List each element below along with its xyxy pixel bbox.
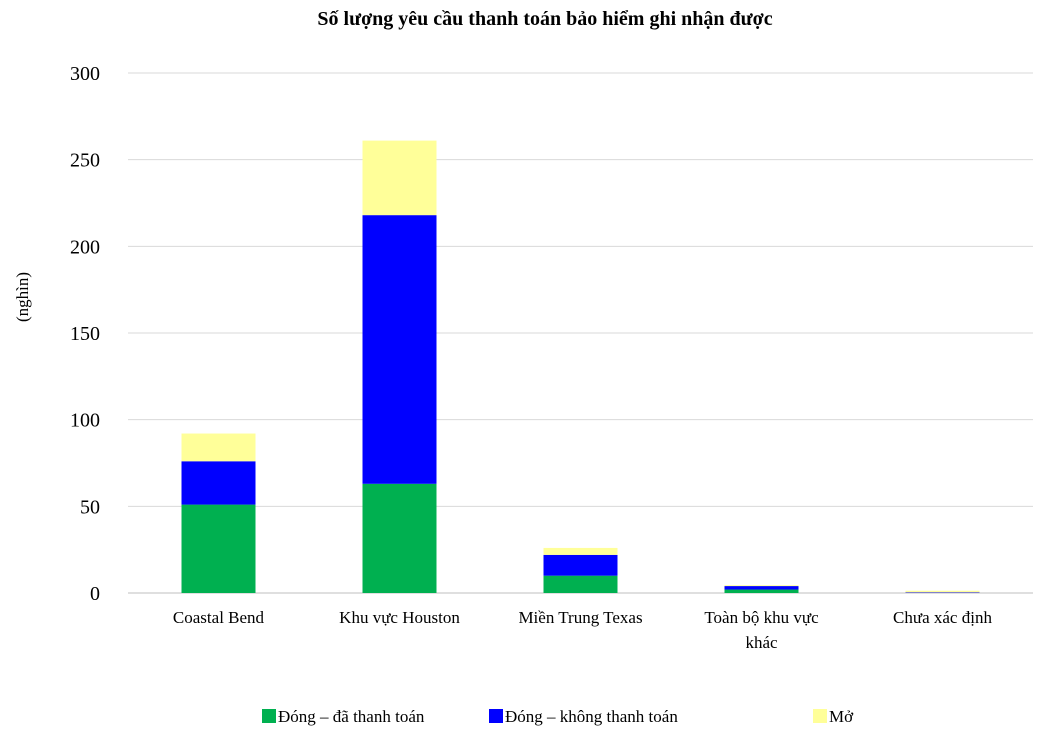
bars — [181, 140, 980, 593]
y-axis-ticks: 0 50 100 150 200 250 300 — [70, 63, 100, 605]
bar-segment — [362, 483, 437, 593]
legend-label-1: Đóng – không thanh toán — [505, 707, 678, 726]
y-tick-label: 200 — [70, 236, 100, 258]
bar-segment — [543, 547, 618, 555]
legend-swatch-0 — [262, 709, 276, 723]
y-axis-label: (nghìn) — [13, 272, 32, 322]
y-tick-label: 50 — [80, 496, 100, 518]
x-axis-ticks: Coastal Bend Khu vực Houston Miền Trung Te… — [173, 608, 993, 652]
chart-plot: 0 50 100 150 200 250 300 Coastal Bend Khu vực H… — [13, 63, 1033, 652]
chart-title: Số lượng yêu cầu thanh toán bảo hiểm ghi… — [317, 8, 773, 30]
y-tick-label: 150 — [70, 323, 100, 345]
x-tick-label: Coastal Bend — [173, 608, 265, 627]
bar-segment — [362, 140, 437, 216]
legend-swatch-2 — [813, 709, 827, 723]
y-tick-label: 250 — [70, 150, 100, 172]
x-tick-label: Toàn bộ khu vực khác — [704, 608, 819, 652]
bar-segment — [543, 575, 618, 593]
bar-segment — [543, 554, 618, 576]
y-tick-label: 300 — [70, 63, 100, 85]
legend-item-2: Mở — [813, 707, 853, 727]
x-tick-label: Miền Trung Texas — [518, 608, 642, 627]
legend-label-0: Đóng – đã thanh toán — [278, 707, 425, 726]
bar-segment — [181, 461, 256, 505]
legend-swatch-1 — [489, 709, 503, 723]
bar-segment — [362, 215, 437, 484]
x-tick-label: Khu vực Houston — [339, 608, 460, 627]
legend-item-1: Đóng – không thanh toán — [489, 707, 678, 727]
legend-label-2: Mở — [829, 707, 854, 726]
gridlines — [128, 72, 1033, 594]
y-tick-label: 0 — [90, 583, 100, 605]
x-tick-label: Chưa xác định — [893, 608, 992, 627]
bar-segment — [181, 433, 256, 462]
bar-segment — [905, 592, 980, 593]
legend-item-0: Đóng – đã thanh toán — [262, 707, 428, 727]
bar-segment — [724, 589, 799, 593]
bar-segment — [905, 590, 980, 593]
y-tick-label: 100 — [70, 410, 100, 432]
bar-segment — [724, 585, 799, 587]
bar-segment — [181, 504, 256, 593]
bar-segment — [724, 586, 799, 590]
